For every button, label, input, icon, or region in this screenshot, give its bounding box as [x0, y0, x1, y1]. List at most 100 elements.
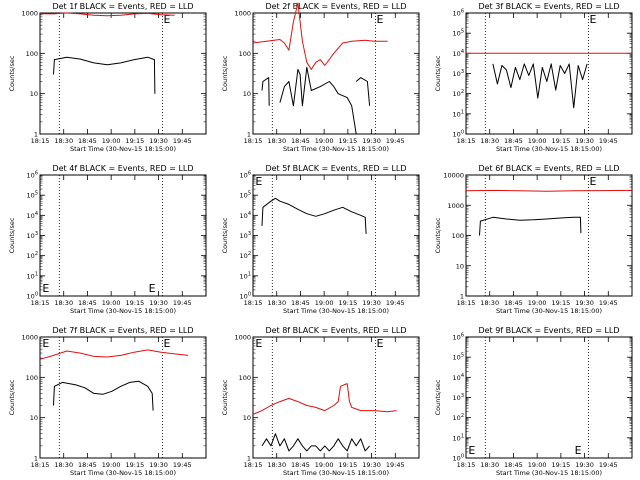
x-tick-label: 18:30 [267, 461, 286, 469]
x-tick-label: 19:00 [528, 299, 547, 307]
x-axis-label: Start Time (30-Nov-15 18:15:00) [70, 307, 176, 315]
panel-title: Det 8f BLACK = Events, RED = LLD [265, 326, 406, 335]
x-tick-label: 19:00 [102, 299, 121, 307]
events-series-line [479, 216, 582, 236]
edge-marker-label: E [589, 13, 596, 26]
x-tick-label: 19:00 [315, 299, 334, 307]
y-tick-label: 1000 [447, 202, 464, 210]
y-tick-label: 102 [453, 413, 464, 422]
y-tick-label: 103 [453, 393, 464, 402]
events-series-line [261, 77, 270, 106]
y-tick-label: 106 [453, 333, 464, 342]
x-tick-label: 19:45 [173, 299, 192, 307]
x-tick-label: 19:30 [362, 461, 381, 469]
y-tick-label: 100 [452, 232, 464, 240]
y-tick-label: 105 [453, 29, 464, 38]
x-tick-label: 19:45 [599, 461, 618, 469]
events-series-line [53, 56, 156, 94]
y-tick-label: 1000 [21, 10, 38, 18]
x-tick-label: 18:45 [504, 461, 523, 469]
edge-marker-label: E [468, 444, 475, 457]
y-tick-label: 103 [240, 231, 251, 240]
y-tick-label: 1 [247, 131, 251, 139]
lld-series-line [39, 12, 175, 17]
y-tick-label: 100 [240, 292, 251, 301]
y-tick-label: 1 [247, 455, 251, 463]
x-tick-label: 18:30 [480, 461, 499, 469]
y-axis-label: Counts/sec [434, 379, 442, 415]
x-tick-label: 19:15 [338, 299, 357, 307]
plot-frame [465, 174, 633, 297]
edge-marker-label: E [163, 13, 170, 26]
x-tick-label: 18:15 [31, 137, 50, 145]
plot-frame [39, 174, 207, 297]
x-tick-label: 19:00 [102, 137, 121, 145]
y-axis-label: Counts/sec [221, 379, 229, 415]
x-tick-label: 18:30 [267, 299, 286, 307]
x-tick-label: 19:30 [575, 299, 594, 307]
y-axis-label: Counts/sec [8, 217, 16, 253]
events-series-line [261, 433, 370, 452]
edge-marker-label: E [255, 337, 262, 350]
x-tick-label: 19:15 [551, 137, 570, 145]
x-tick-label: 19:30 [575, 137, 594, 145]
x-tick-label: 19:30 [575, 461, 594, 469]
x-axis-label: Start Time (30-Nov-15 18:15:00) [496, 307, 602, 315]
lld-series-line [252, 383, 397, 415]
y-tick-label: 10 [30, 90, 38, 98]
x-tick-label: 18:45 [504, 299, 523, 307]
x-tick-label: 19:45 [386, 299, 405, 307]
edge-marker-label: E [255, 175, 262, 188]
edge-marker-label: E [42, 337, 49, 350]
panel-title: Det 1f BLACK = Events, RED = LLD [52, 2, 193, 11]
x-tick-label: 18:15 [244, 461, 263, 469]
panel-title: Det 2f BLACK = Events, RED = LLD [265, 2, 406, 11]
x-tick-label: 18:30 [54, 299, 73, 307]
x-tick-label: 18:45 [78, 137, 97, 145]
x-tick-label: 19:00 [315, 461, 334, 469]
x-tick-label: 19:45 [173, 461, 192, 469]
panel-det-4f: Det 4f BLACK = Events, RED = LLD 100 101 10… [8, 164, 207, 315]
panel-det-2f: Det 2f BLACK = Events, RED = LLD 1 10 100 10… [221, 2, 420, 153]
y-tick-label: 101 [27, 271, 38, 280]
panel-det-8f: Det 8f BLACK = Events, RED = LLD 1 10 100 10… [221, 326, 420, 477]
x-tick-label: 19:15 [338, 461, 357, 469]
y-tick-label: 105 [27, 191, 38, 200]
y-tick-label: 101 [453, 433, 464, 442]
x-tick-label: 19:30 [149, 137, 168, 145]
y-tick-label: 10 [30, 414, 38, 422]
y-tick-label: 100 [239, 374, 251, 382]
x-tick-label: 19:00 [102, 461, 121, 469]
y-tick-label: 10 [456, 262, 464, 270]
x-tick-label: 18:15 [244, 299, 263, 307]
y-tick-label: 1 [460, 293, 464, 301]
panel-title: Det 3f BLACK = Events, RED = LLD [478, 2, 619, 11]
x-axis-label: Start Time (30-Nov-15 18:15:00) [70, 145, 176, 153]
x-axis-label: Start Time (30-Nov-15 18:15:00) [496, 145, 602, 153]
x-tick-label: 19:15 [125, 299, 144, 307]
y-tick-label: 103 [453, 69, 464, 78]
y-tick-label: 10000 [443, 172, 464, 180]
x-tick-label: 19:30 [362, 299, 381, 307]
y-axis-label: Counts/sec [221, 55, 229, 91]
x-tick-label: 18:45 [78, 461, 97, 469]
x-tick-label: 19:45 [599, 137, 618, 145]
panel-det-9f: Det 9f BLACK = Events, RED = LLD 100 101 10… [434, 326, 633, 477]
y-axis-label: Counts/sec [221, 217, 229, 253]
x-tick-label: 18:30 [54, 461, 73, 469]
x-tick-label: 18:30 [54, 137, 73, 145]
y-tick-label: 100 [453, 454, 464, 463]
events-series-line [355, 77, 371, 106]
lld-series-line [465, 189, 633, 192]
y-tick-label: 100 [26, 50, 38, 58]
x-tick-label: 19:30 [149, 299, 168, 307]
x-tick-label: 18:45 [291, 299, 310, 307]
x-tick-label: 19:45 [386, 461, 405, 469]
y-tick-label: 103 [27, 231, 38, 240]
x-tick-label: 18:15 [31, 299, 50, 307]
plot-frame [252, 174, 420, 297]
events-series-line [492, 63, 588, 109]
lld-series-line [39, 349, 189, 360]
y-tick-label: 104 [453, 49, 464, 58]
